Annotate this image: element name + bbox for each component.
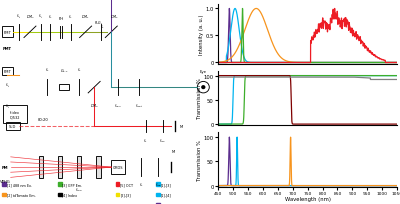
Bar (96, 156, 100, 178)
Bar (116, 193, 120, 196)
Text: $f_{c_1}$: $f_{c_1}$ (38, 12, 44, 20)
Bar (38, 156, 43, 178)
Text: $f_{c_2}$: $f_{c_2}$ (5, 82, 10, 90)
Y-axis label: Transmission %: Transmission % (197, 139, 202, 180)
Text: $f_{oph}$: $f_{oph}$ (114, 102, 122, 109)
Bar (156, 203, 160, 204)
Legend: 488 nm Ex., GFP Em., tdTomato Em., Iridex, OCT: 488 nm Ex., GFP Em., tdTomato Em., Iride… (220, 73, 337, 77)
Text: $R_rG_r$: $R_rG_r$ (94, 19, 103, 27)
Text: $f_{mo}$: $f_{mo}$ (155, 181, 162, 188)
Text: SLD: SLD (9, 124, 16, 129)
Text: $DM_2$: $DM_2$ (110, 13, 119, 20)
Text: [4] Index: [4] Index (62, 193, 78, 197)
Y-axis label: Intensity (a. u.): Intensity (a. u.) (199, 14, 204, 55)
Text: $f_c$: $f_c$ (48, 13, 52, 20)
Text: CMOS: CMOS (112, 165, 123, 169)
Text: [2],[3]: [2],[3] (120, 193, 131, 197)
Text: $f_s$: $f_s$ (100, 23, 105, 31)
Legend: DM₁, DM₂, DM₃, DM₄: DM₁, DM₂, DM₃, DM₄ (220, 133, 278, 137)
Text: PH: PH (58, 16, 64, 20)
Text: $DM_1$: $DM_1$ (81, 13, 90, 20)
Text: Iridex
IQ532: Iridex IQ532 (10, 110, 20, 119)
Bar (58, 183, 62, 186)
Bar (60, 85, 69, 91)
Bar (58, 193, 62, 196)
X-axis label: Wavelength (nm): Wavelength (nm) (285, 196, 331, 201)
Bar (2, 67, 13, 75)
Text: $G_{x,y}$: $G_{x,y}$ (60, 67, 69, 73)
Text: VPHG: VPHG (0, 180, 11, 184)
Text: [3] GFP Em.: [3] GFP Em. (62, 182, 83, 186)
Circle shape (201, 86, 206, 90)
Text: Eye: Eye (200, 69, 207, 73)
Text: M: M (180, 124, 183, 129)
Bar (77, 156, 81, 178)
Bar (2, 193, 6, 196)
Bar (111, 160, 125, 174)
Text: 80:20: 80:20 (38, 117, 48, 121)
Text: PMT: PMT (4, 69, 12, 73)
Text: $f_{c_3}$: $f_{c_3}$ (16, 12, 22, 20)
Bar (116, 183, 120, 186)
Text: PMT: PMT (3, 47, 12, 51)
Bar (58, 156, 62, 178)
Bar (3, 105, 27, 123)
Text: $f_s$: $f_s$ (143, 137, 148, 144)
Text: $f_{vhb}$: $f_{vhb}$ (75, 186, 83, 193)
Text: PMT: PMT (4, 31, 12, 35)
Bar (6, 122, 20, 131)
Text: [5] OCT: [5] OCT (120, 182, 133, 186)
Text: $f_{c_1}$: $f_{c_1}$ (5, 102, 10, 110)
Text: $DM_4$: $DM_4$ (26, 13, 34, 20)
Text: [2] tdTomato Em.: [2] tdTomato Em. (7, 193, 36, 197)
Text: [1] 488 nm Ex.: [1] 488 nm Ex. (7, 182, 32, 186)
Text: $f_{cont}$: $f_{cont}$ (135, 102, 143, 110)
Bar (2, 183, 6, 186)
Text: PM: PM (2, 165, 9, 169)
Text: [1]-[3]: [1]-[3] (161, 182, 172, 186)
Bar (2, 27, 13, 38)
Text: $f_s$: $f_s$ (139, 181, 144, 188)
Text: [1]-[4]: [1]-[4] (161, 193, 172, 197)
Text: $f_{mo}$: $f_{mo}$ (159, 137, 166, 144)
Bar (156, 193, 160, 196)
Y-axis label: Transmission %: Transmission % (197, 78, 202, 119)
Text: $f_c$: $f_c$ (68, 13, 73, 20)
Bar (156, 183, 160, 186)
Text: $DM_3$: $DM_3$ (90, 102, 98, 110)
Text: [1]-[5]: [1]-[5] (161, 203, 172, 204)
Text: $f_s$: $f_s$ (77, 66, 82, 73)
Text: M: M (172, 149, 175, 153)
Text: $f_s$: $f_s$ (45, 66, 49, 73)
